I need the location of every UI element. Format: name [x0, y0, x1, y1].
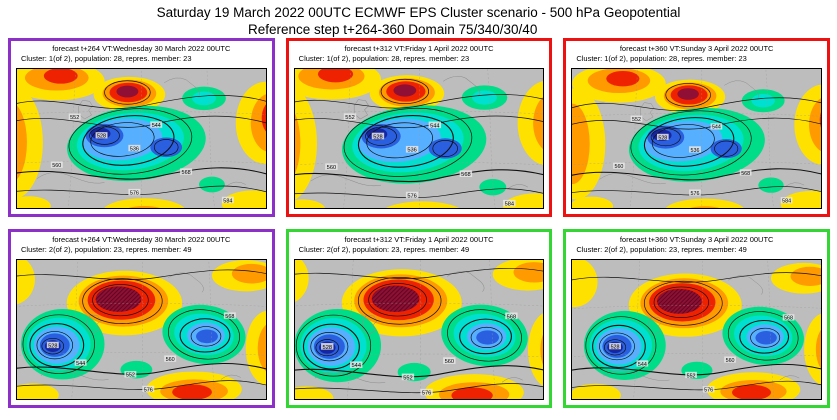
- figure-title-line2: Reference step t+264-360 Domain 75/340/3…: [248, 22, 538, 37]
- geopotential-map: [294, 260, 544, 399]
- map-frame: [571, 259, 822, 400]
- geopotential-map: [17, 260, 266, 399]
- panel-forecast-step-label: forecast t+312 VT:Friday 1 April 2022 00…: [344, 235, 494, 244]
- panel-cluster2-step264: forecast t+264 VT:Wednesday 30 March 202…: [8, 229, 275, 408]
- panel-cluster1-step360: forecast t+360 VT:Sunday 3 April 2022 00…: [563, 38, 830, 217]
- map-frame: [16, 259, 267, 400]
- panel-cluster-info-label: Cluster: 2(of 2), population: 23, repres…: [298, 245, 470, 254]
- panel-cluster-info-label: Cluster: 2(of 2), population: 23, repres…: [576, 245, 747, 254]
- panel-cluster2-step360: forecast t+360 VT:Sunday 3 April 2022 00…: [563, 229, 830, 408]
- panel-header: forecast t+312 VT:Friday 1 April 2022 00…: [289, 41, 550, 64]
- panel-header: forecast t+264 VT:Wednesday 30 March 202…: [11, 232, 272, 255]
- panel-cluster-info-label: Cluster: 1(of 2), population: 28, repres…: [576, 54, 747, 63]
- panel-cluster-info-label: Cluster: 1(of 2), population: 28, repres…: [21, 54, 192, 63]
- panel-forecast-step-label: forecast t+360 VT:Sunday 3 April 2022 00…: [619, 235, 774, 244]
- panel-forecast-step-label: forecast t+264 VT:Wednesday 30 March 202…: [52, 235, 231, 244]
- geopotential-map: [572, 260, 821, 399]
- panel-forecast-step-label: forecast t+360 VT:Sunday 3 April 2022 00…: [619, 44, 774, 53]
- geopotential-map: [17, 69, 266, 208]
- map-frame: [293, 259, 545, 400]
- figure-titles: Saturday 19 March 2022 00UTC ECMWF EPS C…: [0, 0, 837, 37]
- panel-cluster1-step264: forecast t+264 VT:Wednesday 30 March 202…: [8, 38, 275, 217]
- panel-forecast-step-label: forecast t+264 VT:Wednesday 30 March 202…: [52, 44, 231, 53]
- panel-cluster-info-label: Cluster: 1(of 2), population: 28, repres…: [298, 54, 470, 63]
- panel-cluster1-step312: forecast t+312 VT:Friday 1 April 2022 00…: [285, 38, 553, 217]
- map-frame: [16, 68, 267, 209]
- panel-header: forecast t+312 VT:Friday 1 April 2022 00…: [289, 232, 550, 255]
- panel-forecast-step-label: forecast t+312 VT:Friday 1 April 2022 00…: [344, 44, 494, 53]
- panel-header: forecast t+264 VT:Wednesday 30 March 202…: [11, 41, 272, 64]
- map-frame: [293, 68, 545, 209]
- panel-cluster-info-label: Cluster: 2(of 2), population: 23, repres…: [21, 245, 192, 254]
- figure-title-line1: Saturday 19 March 2022 00UTC ECMWF EPS C…: [156, 5, 681, 20]
- panel-header: forecast t+360 VT:Sunday 3 April 2022 00…: [566, 41, 827, 64]
- panel-cluster2-step312: forecast t+312 VT:Friday 1 April 2022 00…: [285, 229, 553, 408]
- geopotential-map: [294, 69, 544, 208]
- panel-grid: forecast t+264 VT:Wednesday 30 March 202…: [8, 38, 830, 408]
- geopotential-map: [572, 69, 821, 208]
- panel-header: forecast t+360 VT:Sunday 3 April 2022 00…: [566, 232, 827, 255]
- map-frame: [571, 68, 822, 209]
